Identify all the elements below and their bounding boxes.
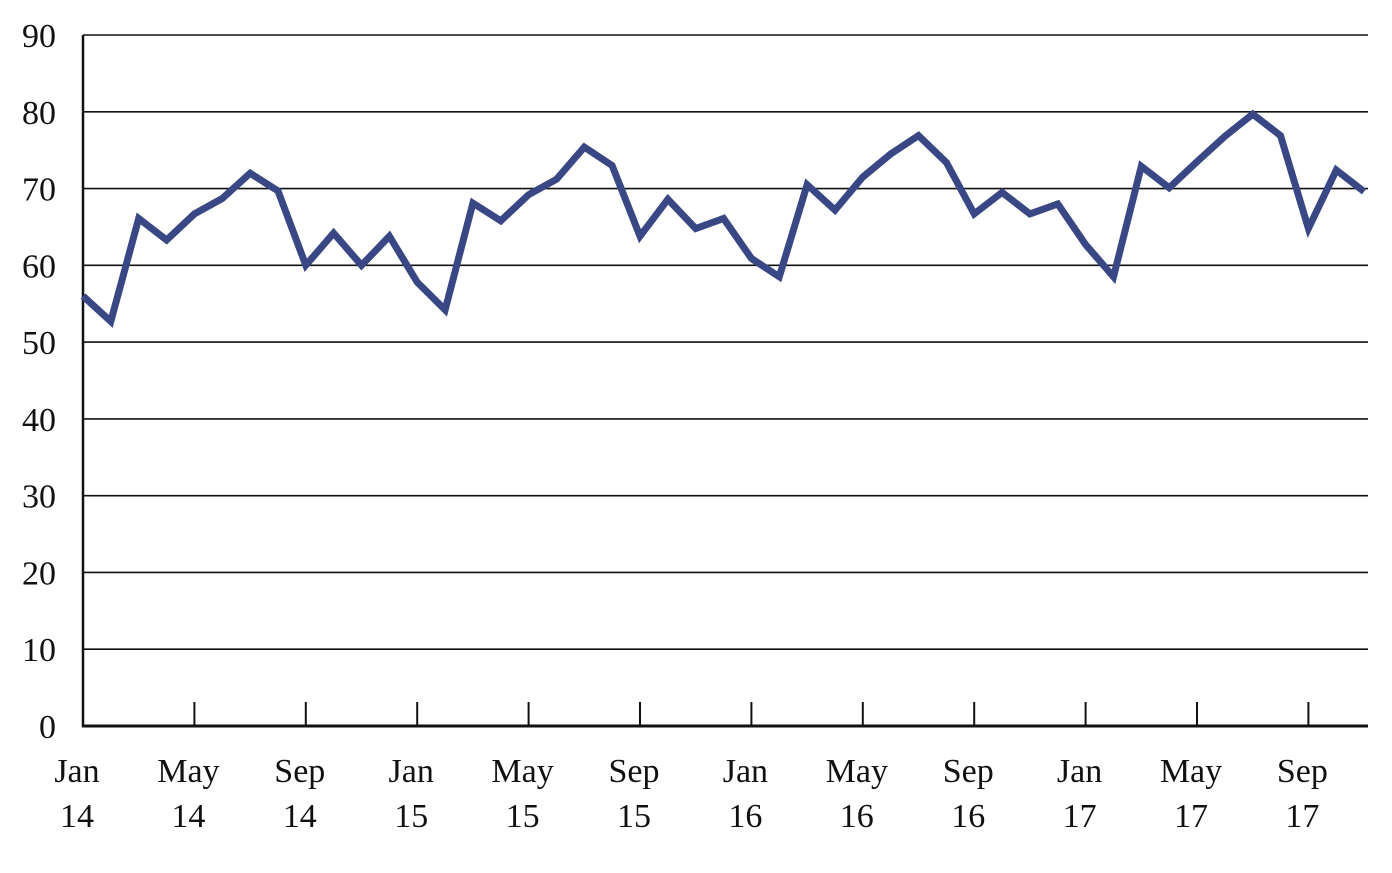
data-point — [414, 279, 420, 285]
data-point — [553, 176, 559, 182]
x-tick-label-year: 14 — [171, 798, 205, 835]
data-point — [136, 215, 142, 221]
data-point — [303, 262, 309, 268]
x-tick-labels: Jan 14 May 14 Sep 14 Jan 15 May 15 Sep 15 Jan 16 May 16… — [54, 753, 1328, 835]
data-point — [1250, 111, 1256, 117]
data-point — [637, 233, 643, 239]
axes — [81, 35, 1368, 728]
y-tick-label: 40 — [22, 402, 56, 439]
data-point — [832, 207, 838, 213]
data-point — [164, 237, 170, 243]
data-point — [1361, 189, 1367, 195]
data-point — [888, 151, 894, 157]
data-point — [776, 274, 782, 280]
x-tick-label-month: May — [157, 753, 219, 790]
x-tick-label-month: Jan — [1057, 753, 1102, 790]
series-layer — [80, 109, 1367, 328]
data-point — [1333, 167, 1339, 173]
data-point — [804, 182, 810, 188]
x-tick-label-year: 16 — [840, 798, 874, 835]
data-point — [498, 218, 504, 224]
y-tick-label: 80 — [22, 95, 56, 132]
x-tick-label-year: 14 — [283, 798, 317, 835]
data-point — [359, 262, 365, 268]
data-point — [275, 188, 281, 194]
y-tick-label: 0 — [39, 709, 56, 746]
x-tick-label-month: May — [1160, 753, 1222, 790]
x-tick-label-year: 15 — [394, 798, 428, 835]
data-point — [665, 196, 671, 202]
data-point — [943, 159, 949, 165]
data-point — [693, 225, 699, 231]
x-tick-label-year: 16 — [951, 798, 985, 835]
data-point — [999, 189, 1005, 195]
y-tick-label: 50 — [22, 325, 56, 362]
data-point — [526, 192, 532, 198]
data-point — [80, 293, 86, 299]
x-tick-label-year: 17 — [1174, 798, 1208, 835]
gridlines — [83, 34, 1368, 651]
data-point — [191, 211, 197, 217]
data-point — [1055, 201, 1061, 207]
data-point — [442, 307, 448, 313]
x-tick-label-month: May — [826, 753, 888, 790]
y-tick-labels: 0 10 20 30 40 50 60 70 80 90 — [22, 18, 56, 746]
x-tick-label-month: Sep — [1277, 753, 1328, 790]
data-point — [721, 215, 727, 221]
x-tick-label-month: Sep — [943, 753, 994, 790]
x-tick-label-month: May — [491, 753, 553, 790]
data-point — [916, 133, 922, 139]
x-tick-label-year: 14 — [60, 798, 94, 835]
data-point — [1278, 133, 1284, 139]
data-point — [581, 144, 587, 150]
data-point — [1110, 274, 1116, 280]
data-point — [1138, 163, 1144, 169]
x-tick-label-month: Jan — [54, 753, 99, 790]
data-point — [219, 196, 225, 202]
x-tick-label-month: Jan — [723, 753, 768, 790]
x-tick-label-month: Sep — [274, 753, 325, 790]
data-point — [748, 255, 754, 261]
y-tick-label: 20 — [22, 555, 56, 592]
data-point — [1305, 225, 1311, 231]
x-tick-label-year: 17 — [1063, 798, 1097, 835]
data-point — [247, 170, 253, 176]
data-point — [1083, 242, 1089, 248]
x-tick-label-year: 15 — [617, 798, 651, 835]
data-point — [108, 318, 114, 324]
x-tick-label-year: 17 — [1285, 798, 1319, 835]
data-point — [1027, 211, 1033, 217]
data-point — [470, 200, 476, 206]
y-tick-label: 70 — [22, 172, 56, 209]
x-tick-label-year: 15 — [506, 798, 540, 835]
x-tick-label-month: Jan — [389, 753, 434, 790]
series-line-0 — [80, 109, 1367, 328]
data-point — [1166, 185, 1172, 191]
y-tick-label: 90 — [22, 18, 56, 55]
x-tick-label-year: 16 — [728, 798, 762, 835]
data-point — [331, 230, 337, 236]
data-point — [1194, 159, 1200, 165]
y-tick-label: 10 — [22, 632, 56, 669]
data-point — [860, 174, 866, 180]
data-point — [609, 163, 615, 169]
x-tick-label-month: Sep — [609, 753, 660, 790]
data-point — [386, 233, 392, 239]
y-tick-label: 60 — [22, 248, 56, 285]
data-point — [971, 211, 977, 217]
y-tick-label: 30 — [22, 479, 56, 516]
data-point — [1222, 133, 1228, 139]
